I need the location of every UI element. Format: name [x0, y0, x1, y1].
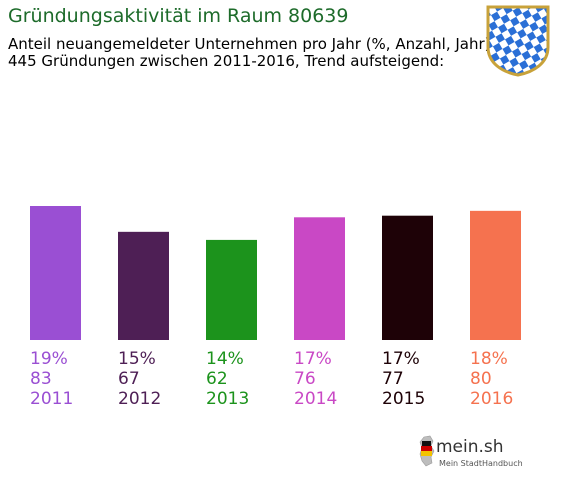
- count-label-2015: 77: [382, 369, 404, 389]
- germany-map-icon: [419, 435, 435, 467]
- count-label-2016: 80: [470, 369, 492, 389]
- year-label-2015: 2015: [382, 389, 425, 409]
- bar-2014: [294, 217, 345, 340]
- chart-subtitle: Anteil neuangemeldeter Unternehmen pro J…: [8, 35, 491, 53]
- logo-subtext: Mein StadtHandbuch: [439, 459, 523, 468]
- bar-2015: [382, 215, 433, 340]
- year-label-2016: 2016: [470, 389, 513, 409]
- chart-summary: 445 Gründungen zwischen 2011-2016, Trend…: [8, 52, 445, 70]
- year-label-2011: 2011: [30, 389, 73, 409]
- percent-label-2015: 17%: [382, 349, 420, 369]
- count-label-2013: 62: [206, 369, 228, 389]
- percent-label-2011: 19%: [30, 349, 68, 369]
- percent-label-2014: 17%: [294, 349, 332, 369]
- year-label-2012: 2012: [118, 389, 161, 409]
- bar-2012: [118, 231, 169, 340]
- bar-2013: [206, 239, 257, 340]
- count-label-2012: 67: [118, 369, 140, 389]
- bar-2016: [470, 210, 521, 340]
- year-label-2013: 2013: [206, 389, 249, 409]
- chart-title: Gründungsaktivität im Raum 80639: [8, 5, 349, 27]
- percent-label-2012: 15%: [118, 349, 156, 369]
- bar-2011: [30, 206, 81, 340]
- percent-label-2013: 14%: [206, 349, 244, 369]
- count-label-2014: 76: [294, 369, 316, 389]
- percent-label-2016: 18%: [470, 349, 508, 369]
- logo-text: mein.sh: [436, 437, 504, 457]
- bavaria-crest-icon: [486, 5, 550, 77]
- year-label-2014: 2014: [294, 389, 337, 409]
- count-label-2011: 83: [30, 369, 52, 389]
